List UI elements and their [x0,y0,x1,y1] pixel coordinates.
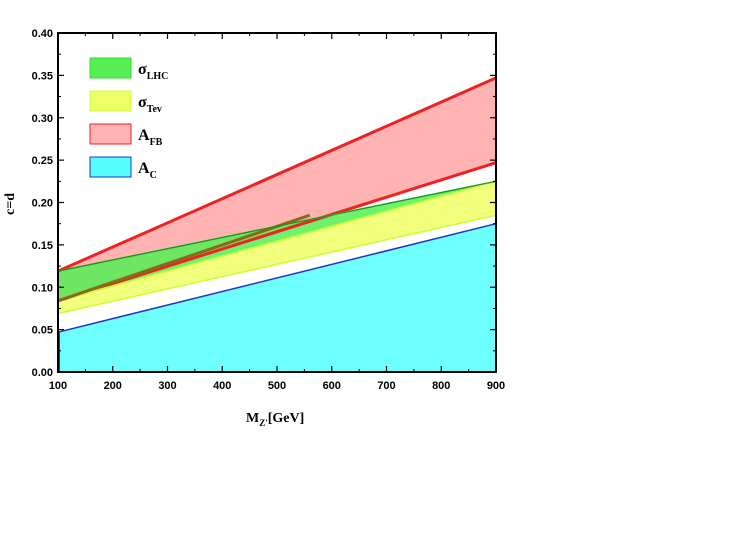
legend-swatch [89,57,132,79]
y-tick-label: 0.15 [32,240,53,252]
legend-swatch [89,156,132,178]
legend-label-main: A [138,127,150,144]
x-tick-label: 100 [49,380,67,392]
line-fb-upper [57,76,497,273]
legend-item-c: AC [89,156,157,181]
line-overlap-lower [57,213,311,303]
band-fb [58,77,496,301]
x-axis-title: MZ'[GeV] [246,411,304,428]
line-c-upper [57,222,497,333]
y-tick-label: 0.05 [32,325,53,337]
line-tev-lower [57,214,497,315]
legend-swatch [89,123,132,145]
x-tick-label: 900 [487,380,505,392]
legend-item-fb: AFB [89,123,163,148]
legend-label-sub: Tev [147,104,162,115]
x-axis-title-main: M [246,411,259,426]
legend-label-main: σ [138,94,147,111]
line-fb-lower [57,161,497,303]
y-axis-title: c=d [3,193,18,215]
legend-label: AC [138,160,157,181]
legend-label-main: A [138,160,150,177]
legend-label-sub: C [150,170,157,181]
line-tev-upper [57,180,497,302]
y-tick-label: 0.00 [32,367,53,379]
x-tick-label: 600 [323,380,341,392]
x-tick-label: 300 [158,380,176,392]
x-axis-title-unit: [GeV] [268,411,305,426]
y-tick-label: 0.10 [32,282,53,294]
legend-label-sub: FB [150,137,163,148]
legend-label-main: σ [138,61,147,78]
axis-ticks: 100 200 300 400 500 600 700 800 900 0.00 0.05 0.10 0… [32,28,506,392]
legend-label-sub: LHC [147,71,169,82]
y-tick-label: 0.30 [32,113,53,125]
legend-label: σLHC [138,61,168,82]
y-tick-label: 0.20 [32,198,53,210]
band-c [58,223,496,372]
legend-label: σTev [138,94,162,115]
x-tick-label: 400 [213,380,231,392]
x-tick-label: 500 [268,380,286,392]
x-tick-label: 200 [104,380,122,392]
legend-swatch [89,90,132,112]
legend-item-tev: σTev [89,90,162,115]
y-tick-label: 0.25 [32,155,53,167]
legend-item-lhc: σLHC [89,57,168,82]
x-tick-label: 800 [432,380,450,392]
x-tick-label: 700 [377,380,395,392]
band-tev [58,181,496,314]
x-axis-title-sub: Z' [259,418,268,428]
y-tick-label: 0.40 [32,28,53,40]
line-lhc-upper-dark [57,180,497,272]
y-tick-label: 0.35 [32,70,53,82]
legend-label: AFB [138,127,163,148]
